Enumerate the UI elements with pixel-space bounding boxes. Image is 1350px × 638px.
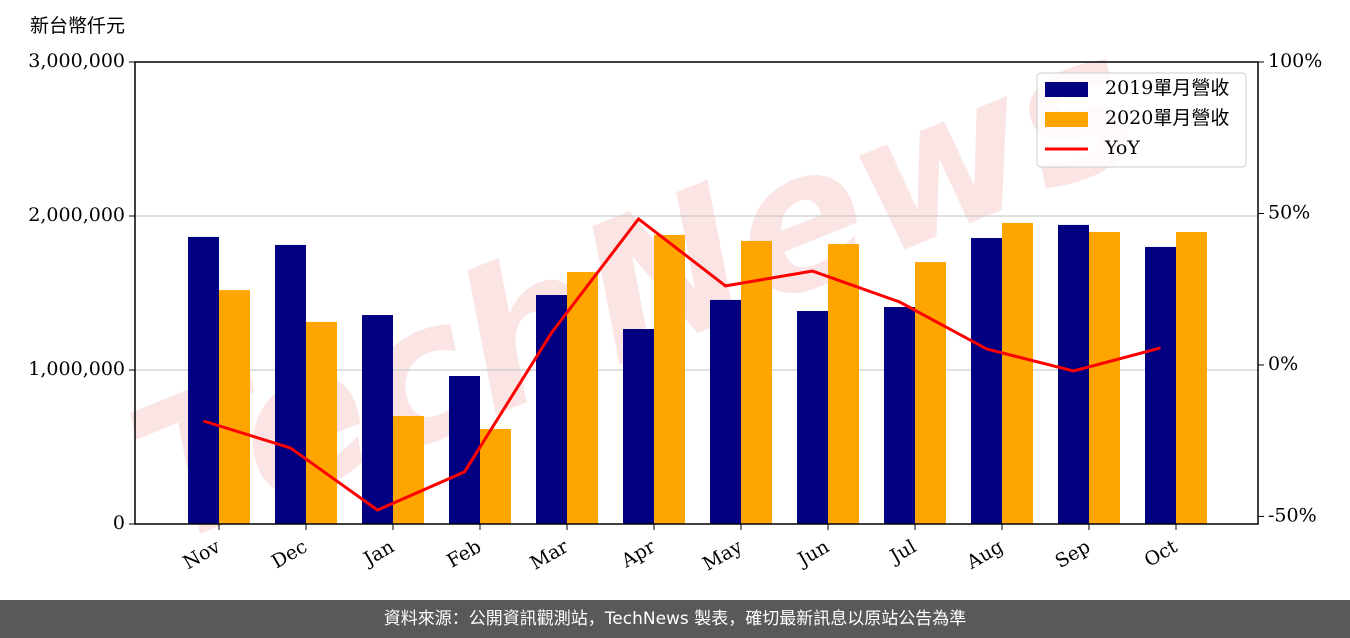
bar bbox=[828, 244, 859, 524]
legend-swatch bbox=[1045, 82, 1088, 97]
bar bbox=[362, 315, 393, 524]
y-tick-label: 3,000,000 bbox=[28, 50, 125, 72]
bar bbox=[1089, 232, 1120, 525]
y2-tick-label: 0% bbox=[1268, 353, 1298, 375]
bar bbox=[1145, 246, 1176, 525]
y2-tick-label: 50% bbox=[1268, 201, 1310, 223]
x-tick-label: Oct bbox=[1141, 535, 1182, 571]
bar bbox=[306, 321, 337, 524]
bar bbox=[915, 262, 946, 524]
line bbox=[203, 216, 1161, 512]
bar bbox=[797, 311, 828, 524]
bar bbox=[1176, 232, 1207, 525]
bar bbox=[971, 238, 1002, 524]
bar bbox=[480, 428, 511, 524]
bar bbox=[1058, 224, 1089, 524]
y-axis-label: 新台幣仟元 bbox=[30, 15, 125, 37]
x-tick-label: Jul bbox=[885, 536, 920, 569]
bar bbox=[567, 272, 598, 524]
bar bbox=[710, 299, 741, 524]
bar bbox=[623, 329, 654, 524]
legend-label: 2019單月營收 bbox=[1105, 77, 1229, 99]
bar bbox=[741, 240, 772, 524]
bar bbox=[884, 307, 915, 524]
x-tick-label: Jun bbox=[792, 536, 833, 572]
bar bbox=[393, 416, 424, 524]
x-tick-label: Apr bbox=[617, 535, 660, 572]
plot-frame bbox=[134, 61, 1259, 525]
legend-swatch bbox=[1045, 112, 1088, 127]
legend-label: YoY bbox=[1104, 137, 1140, 159]
legend-box bbox=[1036, 72, 1247, 168]
bar bbox=[219, 290, 250, 524]
x-tick-label: Aug bbox=[962, 536, 1007, 575]
bar bbox=[1002, 222, 1033, 524]
y2-tick-label: -50% bbox=[1268, 504, 1317, 526]
y2-tick-label: 100% bbox=[1268, 50, 1322, 72]
bar bbox=[654, 234, 685, 524]
bar bbox=[449, 376, 480, 524]
legend-label: 2020單月營收 bbox=[1105, 107, 1229, 129]
x-tick-label: Jan bbox=[358, 536, 398, 572]
footer: 資料來源：公開資訊觀測站，TechNews 製表，確切最新訊息以原站公告為準 bbox=[0, 600, 1350, 638]
y-tick-label: 0 bbox=[113, 512, 125, 534]
x-tick-label: May bbox=[699, 535, 746, 575]
y-tick-label: 2,000,000 bbox=[28, 204, 125, 226]
bar bbox=[536, 295, 567, 524]
x-tick-label: Sep bbox=[1051, 536, 1094, 573]
chart: 新台幣仟元 TechNews01,000,0002,000,0003,000,0… bbox=[28, 0, 1322, 588]
bar bbox=[275, 244, 306, 524]
bar bbox=[188, 236, 219, 524]
y-tick-label: 1,000,000 bbox=[28, 358, 125, 380]
x-tick-label: Mar bbox=[526, 535, 572, 574]
x-tick-label: Feb bbox=[443, 536, 485, 573]
